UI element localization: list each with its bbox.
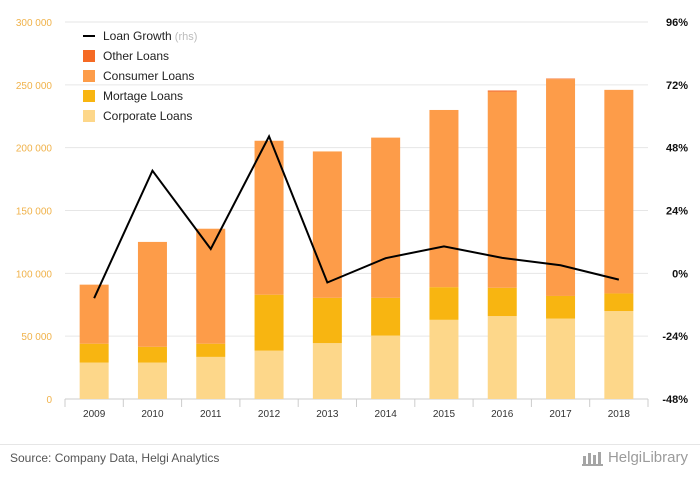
bar-segment (604, 89, 634, 294)
y2-tick-label: 24% (666, 206, 688, 218)
bar-segment (604, 311, 634, 399)
loan-growth-line (93, 134, 620, 299)
legend-suffix: (rhs) (172, 31, 198, 43)
x-tick-label: 2018 (608, 409, 631, 420)
y2-tick-label: 48% (666, 143, 688, 155)
legend-swatch (83, 110, 95, 122)
legend-label: Corporate Loans (103, 109, 192, 123)
bar-segment (79, 284, 109, 344)
bar-segment (79, 343, 109, 363)
brand-logo: HelgiLibrary (581, 449, 688, 466)
y-tick-label: 150 000 (16, 207, 53, 218)
bar-segment (546, 295, 576, 319)
bar-segment (429, 287, 459, 320)
bar-segment (487, 316, 517, 399)
bar-segment (312, 151, 342, 298)
x-tick-label: 2014 (375, 409, 398, 420)
y-tick-label: 300 000 (16, 18, 53, 29)
y-tick-label: 250 000 (16, 81, 53, 92)
bar-segment (196, 343, 226, 357)
y2-tick-label: 96% (666, 17, 688, 29)
y-tick-label: 200 000 (16, 144, 53, 155)
bar-segment (487, 287, 517, 317)
bar-segment (429, 109, 459, 288)
bar-segment (312, 343, 342, 399)
bar-segment (254, 140, 284, 295)
bar-segment (546, 318, 576, 399)
footer-divider (0, 444, 700, 445)
brand-name: HelgiLibrary (607, 449, 688, 466)
bar-segment (371, 297, 401, 336)
y2-tick-label: 72% (666, 80, 688, 92)
x-tick-label: 2012 (258, 409, 281, 420)
bar-segment (604, 293, 634, 312)
legend-swatch (83, 90, 95, 102)
x-tick-label: 2009 (83, 409, 106, 420)
chart-svg: 0 50 000 100 000 150 000 200 000 250 000 300 0… (16, 17, 688, 420)
bar-segment (487, 90, 517, 92)
bar-segment (546, 79, 576, 296)
y2-tick-label: -24% (662, 331, 688, 343)
x-tick-label: 2017 (549, 409, 572, 420)
bar-segment (196, 228, 226, 344)
bar-segment (137, 362, 167, 399)
bar-segment (137, 241, 167, 347)
x-tick-label: 2016 (491, 409, 514, 420)
y-tick-label: 50 000 (21, 332, 52, 343)
bar-segment (429, 319, 459, 399)
source-note: Source: Company Data, Helgi Analytics (10, 451, 220, 465)
bar-segment (546, 78, 576, 80)
legend-swatch (83, 70, 95, 82)
legend-label: Other Loans (103, 49, 169, 63)
legend-swatch (83, 50, 95, 62)
bar-segment (254, 294, 284, 351)
x-tick-label: 2015 (433, 409, 456, 420)
y-tick-label: 100 000 (16, 269, 53, 280)
bar-segment (371, 335, 401, 399)
legend-label: Consumer Loans (103, 69, 194, 83)
y2-tick-label: -48% (662, 394, 688, 406)
bar-segment (312, 297, 342, 344)
y-tick-label: 0 (46, 395, 52, 406)
x-tick-label: 2013 (316, 409, 339, 420)
library-icon (581, 451, 603, 466)
y2-tick-label: 0% (672, 268, 688, 280)
x-tick-label: 2011 (200, 409, 222, 420)
x-tick-label: 2010 (141, 409, 164, 420)
bar-segment (196, 356, 226, 399)
bar-segment (137, 346, 167, 363)
bar-segment (254, 350, 284, 399)
legend-label: Mortage Loans (103, 89, 183, 103)
bar-segment (79, 362, 109, 399)
bar-segment (371, 137, 401, 298)
legend-label: Loan Growth (rhs) (103, 29, 197, 43)
